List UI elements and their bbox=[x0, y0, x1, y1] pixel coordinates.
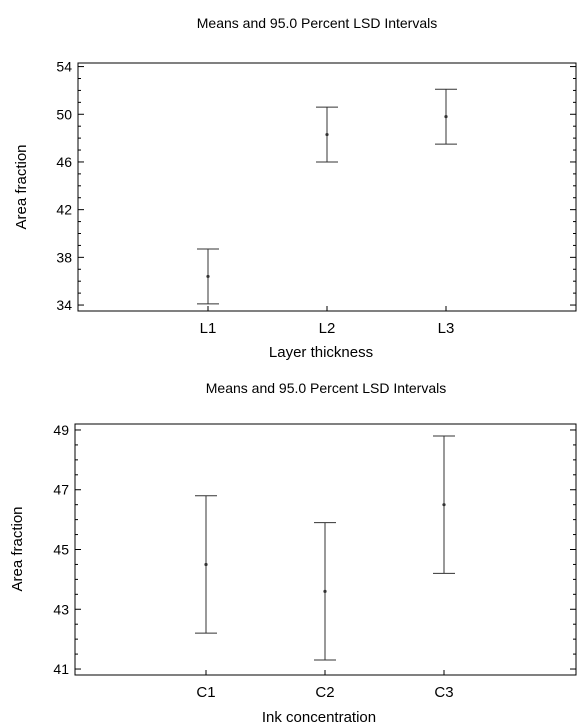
y-tick-label: 46 bbox=[56, 154, 72, 170]
x-tick-label: L2 bbox=[319, 320, 336, 337]
right-minor-ticks bbox=[570, 429, 576, 670]
mean-point-C2 bbox=[323, 589, 327, 593]
mean-point-L3 bbox=[444, 115, 448, 119]
y-axis-label: Area fraction bbox=[9, 506, 26, 591]
mean-point-C1 bbox=[204, 562, 208, 567]
chart-title: Means and 95.0 Percent LSD Intervals bbox=[206, 380, 446, 396]
x-tick-label: C1 bbox=[196, 684, 215, 701]
x-axis-label: Ink concentration bbox=[262, 709, 376, 726]
y-axis: 34 38 42 46 50 54 bbox=[56, 59, 84, 313]
x-axis: L1 L2 L3 bbox=[200, 306, 455, 337]
x-tick-label: C2 bbox=[315, 684, 334, 701]
mean-point-L2 bbox=[325, 132, 329, 137]
chart-title: Means and 95.0 Percent LSD Intervals bbox=[197, 15, 437, 31]
y-tick-label: 34 bbox=[56, 297, 72, 313]
x-tick-label: L1 bbox=[200, 320, 217, 337]
x-tick-label: C3 bbox=[434, 684, 453, 701]
right-minor-ticks bbox=[570, 66, 576, 306]
chart-ink-concentration: Means and 95.0 Percent LSD Intervals 414… bbox=[9, 380, 577, 726]
y-tick-label: 50 bbox=[56, 106, 72, 122]
x-axis-label: Layer thickness bbox=[269, 344, 373, 361]
y-tick-label: 49 bbox=[53, 422, 69, 438]
y-tick-label: 45 bbox=[53, 542, 69, 558]
y-tick-label: 47 bbox=[53, 482, 69, 498]
intervals bbox=[197, 88, 457, 305]
chart-layer-thickness: Means and 95.0 Percent LSD Intervals 343… bbox=[13, 15, 577, 361]
plot-frame bbox=[77, 62, 577, 312]
intervals bbox=[195, 435, 455, 661]
y-tick-label: 38 bbox=[56, 249, 72, 265]
y-axis: 41 43 45 47 49 bbox=[53, 422, 81, 677]
y-axis-label: Area fraction bbox=[13, 144, 30, 229]
mean-point-C3 bbox=[442, 503, 446, 507]
y-tick-label: 43 bbox=[53, 601, 69, 617]
mean-point-L1 bbox=[206, 274, 210, 279]
x-axis: C1 C2 C3 bbox=[196, 670, 454, 701]
x-tick-label: L3 bbox=[438, 320, 455, 337]
y-tick-label: 42 bbox=[56, 202, 72, 218]
y-tick-label: 54 bbox=[56, 59, 72, 75]
y-tick-label: 41 bbox=[53, 661, 69, 677]
